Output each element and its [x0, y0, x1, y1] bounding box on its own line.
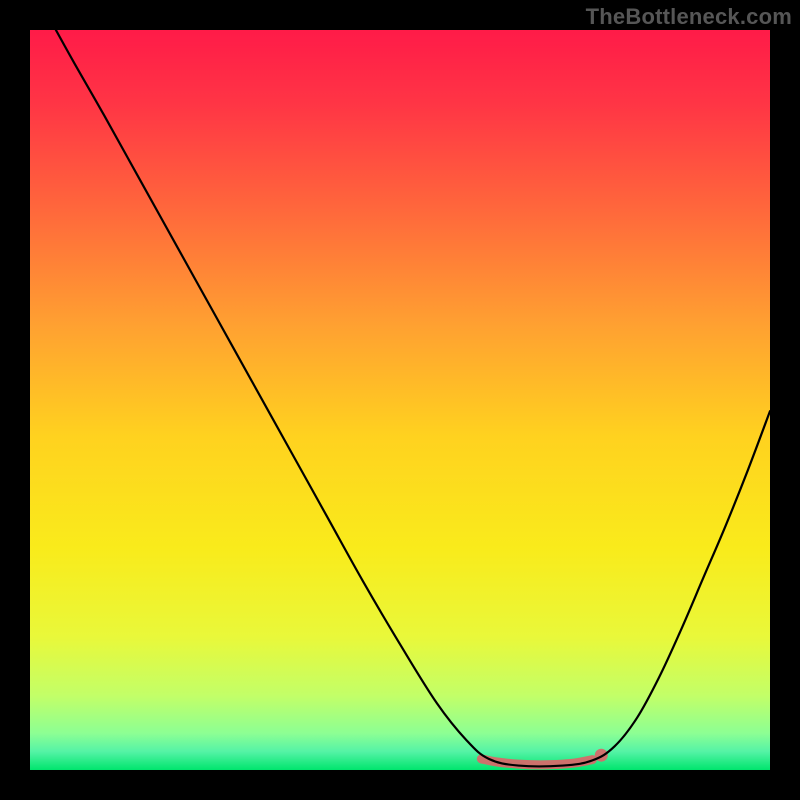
bottleneck-curve-chart — [30, 30, 770, 770]
watermark-text: TheBottleneck.com — [586, 4, 792, 30]
chart-area — [30, 30, 770, 770]
gradient-background — [30, 30, 770, 770]
